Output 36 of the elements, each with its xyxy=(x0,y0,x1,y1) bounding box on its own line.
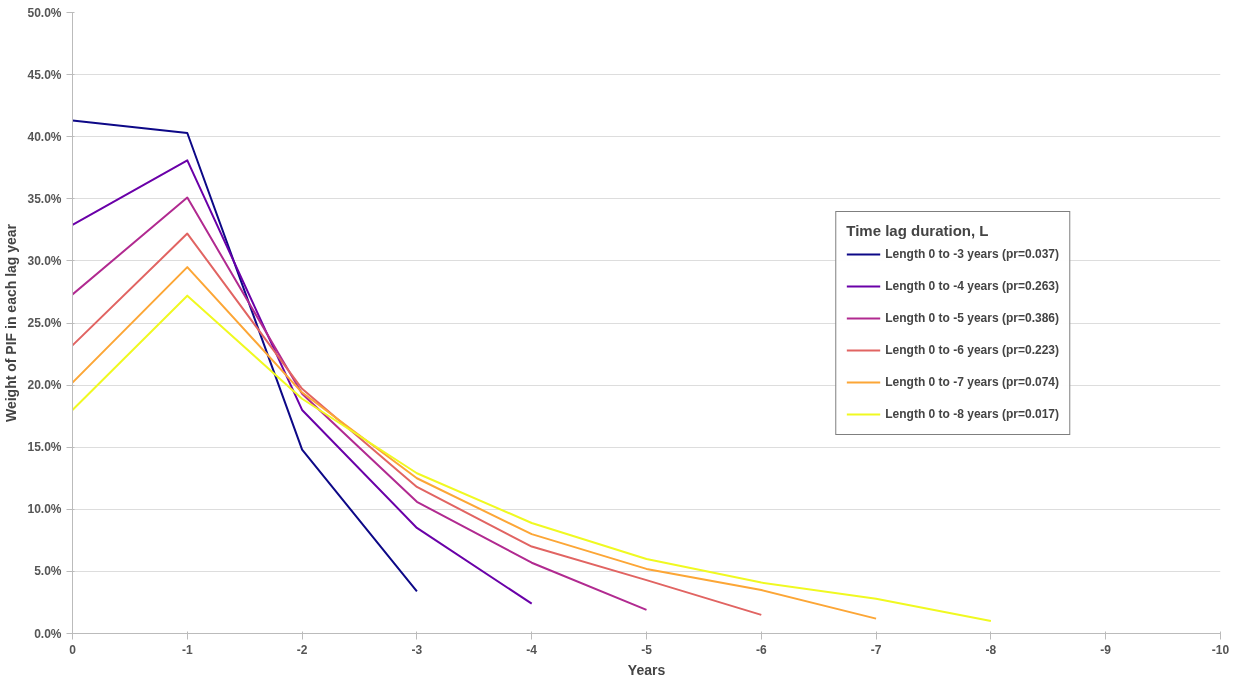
y-tick-label: 20.0% xyxy=(27,378,62,393)
y-tick-label: 25.0% xyxy=(27,316,62,330)
line-series xyxy=(72,232,763,616)
line-series xyxy=(72,159,533,605)
x-tick-label: -6 xyxy=(755,642,767,657)
legend-label: Length 0 to -3 years (pr=0.037) xyxy=(885,246,1059,261)
line-series xyxy=(72,266,878,620)
y-tick-label: 5.0% xyxy=(34,564,62,579)
legend-title: Time lag duration, L xyxy=(846,221,990,239)
line-series xyxy=(72,119,418,593)
x-axis-title: Years xyxy=(627,661,666,678)
x-tick-label: -1 xyxy=(181,642,193,657)
x-tick-label: -2 xyxy=(296,642,308,657)
x-tick-label: -10 xyxy=(1211,642,1230,657)
x-tick-label: -5 xyxy=(641,642,653,657)
y-tick-label: 45.0% xyxy=(27,67,62,82)
x-tick-label: 0 xyxy=(69,642,77,657)
y-axis-title: Weight of PIF in each lag year xyxy=(3,223,20,423)
legend-label: Length 0 to -5 years (pr=0.386) xyxy=(885,310,1059,325)
y-tick-label: 0.0% xyxy=(34,626,62,641)
x-tick-label: -3 xyxy=(411,642,423,657)
legend-label: Length 0 to -8 years (pr=0.017) xyxy=(885,406,1059,421)
legend-label: Length 0 to -7 years (pr=0.074) xyxy=(885,374,1059,389)
x-tick-label: -8 xyxy=(985,642,997,657)
x-tick-label: -4 xyxy=(526,642,538,657)
y-tick-label: 50.0% xyxy=(27,5,62,20)
legend-label: Length 0 to -4 years (pr=0.263) xyxy=(885,278,1059,293)
y-tick-label: 35.0% xyxy=(27,191,62,206)
y-tick-label: 15.0% xyxy=(27,440,62,455)
y-tick-label: 10.0% xyxy=(27,502,62,517)
line-series xyxy=(72,196,648,611)
y-tick-label: 40.0% xyxy=(27,129,62,144)
x-tick-label: -9 xyxy=(1100,642,1112,657)
x-tick-label: -7 xyxy=(870,642,882,657)
legend-label: Length 0 to -6 years (pr=0.223) xyxy=(885,342,1059,357)
y-tick-label: 30.0% xyxy=(27,253,62,268)
